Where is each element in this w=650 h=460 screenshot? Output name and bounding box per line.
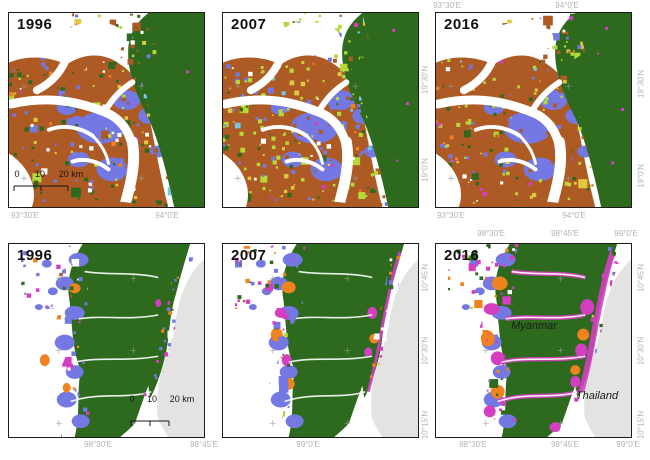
year-label: 1996	[17, 247, 53, 264]
scale-label: 10	[146, 394, 158, 404]
map-panel-row2-1996: 1996 0 10 20 km	[8, 243, 205, 438]
lon-label: 94°0'E	[555, 1, 579, 10]
map-canvas-row2-1996	[9, 244, 204, 437]
scale-label: 0	[14, 169, 20, 179]
year-label: 2007	[231, 16, 267, 33]
map-canvas-row1-1996	[9, 13, 204, 207]
lat-label: 10°30'N	[636, 336, 646, 366]
lon-label: 99°0'E	[614, 229, 638, 238]
lon-label: 93°30'E	[437, 211, 465, 220]
lat-label: 19°0'N	[420, 158, 430, 182]
scale-label: 10	[34, 169, 46, 179]
scale-bar-rule	[130, 420, 170, 426]
map-canvas-row1-2016	[436, 13, 631, 207]
lon-label: 94°0'E	[562, 211, 586, 220]
lon-label: 98°30'E	[477, 229, 505, 238]
scale-bar: 0 10 20 km	[125, 394, 205, 428]
lat-label: 10°30'N	[420, 336, 430, 366]
map-panel-row2-2007: 2007	[222, 243, 419, 438]
lat-label: 10°45'N	[420, 263, 430, 293]
lon-label: 93°30'E	[11, 211, 39, 220]
lon-label: 94°0'E	[155, 211, 179, 220]
lat-label: 19°30'N	[636, 69, 646, 99]
lat-label: 10°45'N	[636, 263, 646, 293]
lon-label: 98°45'E	[551, 440, 579, 449]
scale-label: 20 km	[169, 394, 195, 404]
country-label-myanmar: Myanmar	[511, 320, 557, 332]
lon-label: 98°30'E	[84, 440, 112, 449]
lon-label: 99°0'E	[616, 440, 640, 449]
map-canvas-row2-2016	[436, 244, 631, 437]
lat-label: 10°15'N	[636, 410, 646, 440]
lat-label: 10°15'N	[420, 410, 430, 440]
lon-label: 93°30'E	[433, 1, 461, 10]
year-label: 2016	[444, 247, 480, 264]
year-label: 1996	[17, 16, 53, 33]
lat-label: 19°0'N	[636, 164, 646, 188]
map-panel-row1-2007: 2007	[222, 12, 419, 208]
lon-label: 98°45'E	[190, 440, 218, 449]
year-label: 2007	[231, 247, 267, 264]
map-canvas-row2-2007	[223, 244, 418, 437]
map-panel-row1-2016: 2016	[435, 12, 632, 208]
year-label: 2016	[444, 16, 480, 33]
scale-label: 20 km	[58, 169, 84, 179]
scale-bar: 0 10 20 km	[13, 169, 103, 201]
lon-label: 98°45'E	[551, 229, 579, 238]
lon-label: 99°0'E	[296, 440, 320, 449]
country-label-thailand: Thailand	[575, 390, 619, 402]
map-panel-row2-2016: 2016 Myanmar Thailand	[435, 243, 632, 438]
scale-label: 0	[129, 394, 135, 404]
lon-label: 98°30'E	[459, 440, 487, 449]
map-panel-row1-1996: 1996 0 10 20 km	[8, 12, 205, 208]
scale-bar-rule	[13, 185, 69, 191]
map-canvas-row1-2007	[223, 13, 418, 207]
lat-label: 19°30'N	[420, 65, 430, 95]
